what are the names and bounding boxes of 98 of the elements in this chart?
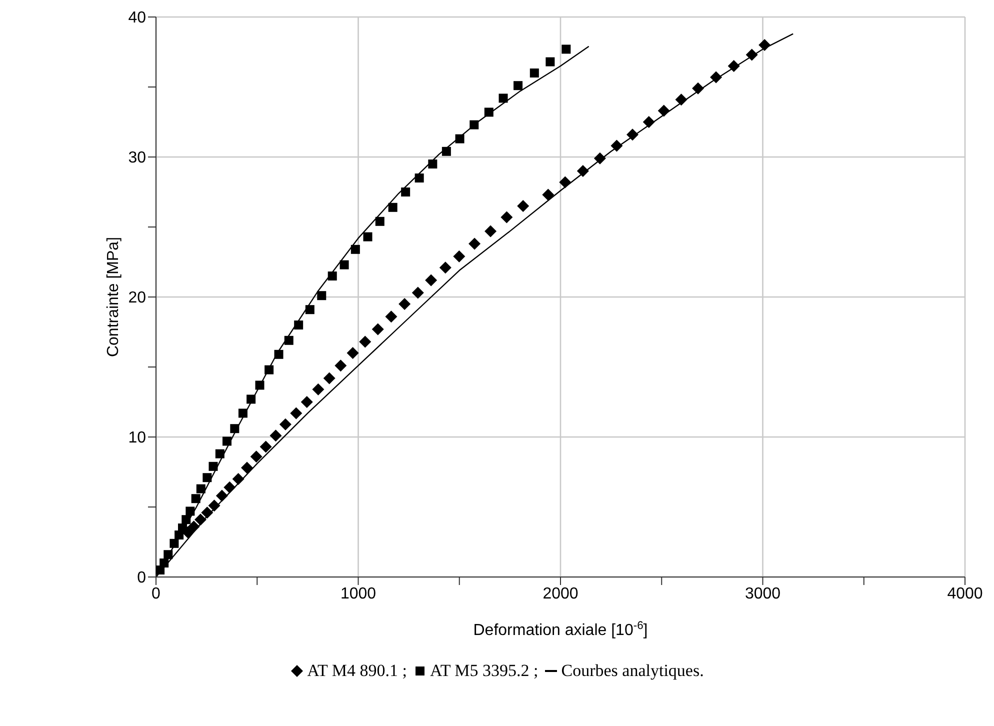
point [208, 462, 218, 471]
point [232, 473, 244, 485]
x-axis-title: Deformation axiale [10$^{-6}$] [473, 620, 648, 639]
point [340, 260, 349, 270]
x-tick-label: 1000 [340, 585, 376, 602]
point [388, 202, 398, 212]
point [412, 286, 424, 299]
point [517, 200, 530, 212]
point [188, 520, 200, 533]
point [160, 558, 169, 568]
point [305, 305, 314, 314]
point [385, 310, 398, 323]
point [559, 176, 572, 188]
point [398, 298, 411, 310]
point [594, 152, 606, 164]
point [359, 336, 372, 348]
point [290, 407, 302, 420]
point [312, 383, 324, 396]
point [692, 82, 704, 94]
point [514, 81, 523, 90]
point [170, 538, 179, 548]
x-tick-label: 4000 [947, 585, 983, 602]
x-tick-label: 3000 [744, 585, 781, 602]
point [241, 462, 254, 474]
point [196, 484, 206, 494]
point [414, 174, 424, 182]
point [224, 481, 236, 494]
point [334, 360, 347, 372]
point [194, 514, 206, 526]
y-tick-label: 40 [128, 10, 146, 27]
point [279, 418, 292, 430]
point [208, 500, 220, 512]
y-tick-label: 10 [128, 430, 146, 447]
point [626, 128, 638, 141]
point [401, 188, 410, 196]
point [317, 291, 326, 300]
point [442, 146, 451, 156]
point [250, 450, 262, 463]
point [164, 550, 173, 560]
point [498, 94, 508, 103]
legend-label: AT M5 3395.2 ; [430, 661, 538, 681]
point [428, 160, 438, 168]
point [530, 68, 539, 78]
point [439, 262, 452, 274]
point [658, 104, 670, 117]
point [260, 440, 272, 453]
point [216, 490, 228, 502]
point [222, 436, 232, 446]
point [710, 71, 722, 84]
point [425, 274, 438, 286]
y-tick-label: 20 [128, 290, 146, 307]
point [191, 494, 200, 504]
point [675, 94, 688, 106]
point [542, 188, 554, 201]
point [323, 372, 336, 384]
point [546, 57, 555, 66]
y-axis-title: Contrainte [MPa] [105, 236, 122, 358]
point [246, 394, 256, 404]
point [202, 473, 212, 482]
point [758, 39, 771, 51]
legend-label: Courbes analytiques. [561, 661, 704, 681]
point [453, 250, 466, 262]
point [728, 60, 740, 72]
point [576, 165, 589, 177]
point [274, 350, 284, 359]
point [346, 347, 359, 359]
point [500, 211, 513, 224]
point [328, 272, 337, 280]
point [470, 120, 479, 130]
point [562, 44, 571, 54]
point [372, 323, 384, 336]
point [484, 225, 497, 238]
point [270, 430, 282, 442]
point [350, 244, 360, 254]
point [375, 216, 384, 226]
point [468, 238, 481, 250]
point [230, 424, 240, 434]
point [642, 116, 655, 128]
y-tick-label: 30 [128, 150, 146, 167]
point [255, 380, 264, 390]
point [610, 140, 623, 152]
point [182, 515, 191, 524]
point [294, 320, 304, 330]
point [484, 108, 494, 117]
point [201, 506, 214, 519]
legend-label: AT M4 890.1 ; [307, 661, 407, 681]
point [264, 365, 274, 374]
point [746, 48, 758, 61]
point [363, 232, 372, 242]
point [215, 449, 224, 458]
y-tick-label: 0 [137, 570, 146, 587]
point [284, 336, 294, 345]
point [186, 506, 195, 516]
x-tick-label: 0 [152, 585, 161, 602]
x-tick-label: 2000 [542, 585, 578, 602]
point [238, 408, 248, 418]
point [455, 134, 464, 144]
point [300, 396, 313, 408]
